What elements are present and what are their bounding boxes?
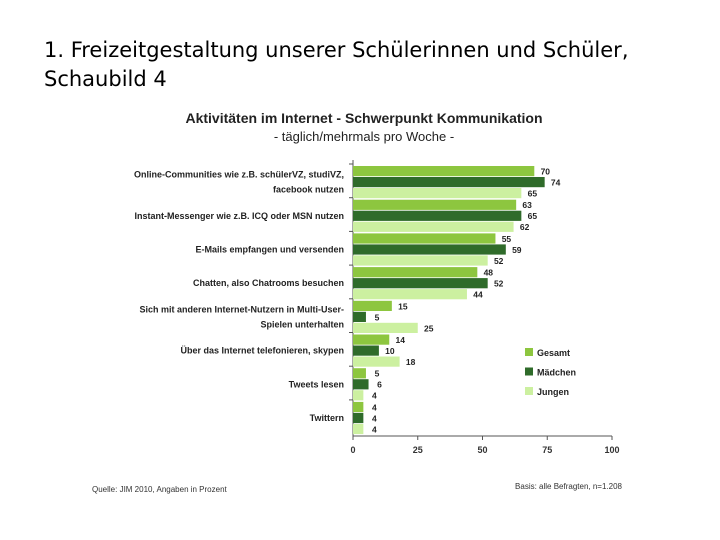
data-label: 74 — [551, 178, 561, 188]
data-label: 5 — [375, 312, 380, 322]
bar-gesamt — [353, 300, 392, 311]
category-label: Über das Internet telefonieren, skypen — [180, 346, 344, 356]
data-label: 5 — [375, 369, 380, 379]
data-label: 4 — [372, 413, 377, 423]
category-label: facebook nutzen — [273, 185, 344, 195]
bar-jungen — [353, 356, 400, 367]
bar-gesamt — [353, 233, 496, 244]
data-label: 6 — [377, 380, 382, 390]
data-label: 65 — [528, 211, 538, 221]
data-label: 15 — [398, 301, 408, 311]
x-tick-label: 0 — [350, 445, 355, 455]
category-label: Tweets lesen — [289, 379, 344, 389]
legend-swatch — [525, 367, 533, 376]
category-label: Sich mit anderen Internet-Nutzern in Mul… — [139, 304, 344, 314]
bar-mädchen — [353, 311, 366, 322]
category-label: Twittern — [310, 413, 344, 423]
bar-gesamt — [353, 166, 535, 177]
bar-gesamt — [353, 368, 366, 379]
chart-title: Aktivitäten im Internet - Schwerpunkt Ko… — [185, 110, 542, 126]
data-label: 10 — [385, 346, 395, 356]
bar-mädchen — [353, 244, 506, 255]
chart-subtitle: - täglich/mehrmals pro Woche - — [274, 129, 454, 144]
legend-swatch — [525, 387, 533, 395]
chart-basis: Basis: alle Befragten, n=1.208 — [515, 482, 623, 491]
data-label: 4 — [372, 391, 377, 401]
slide-title: 1. Freizeitgestaltung unserer Schülerinn… — [44, 36, 694, 94]
data-label: 55 — [502, 234, 512, 244]
category-label: Spielen unterhalten — [260, 319, 344, 329]
bar-mädchen — [353, 210, 522, 221]
bar-jungen — [353, 188, 522, 199]
legend-label: Gesamt — [537, 348, 570, 358]
bar-gesamt — [353, 199, 517, 210]
bar-gesamt — [353, 334, 390, 345]
plot-area: 0 25 50 75 100 Online-Communities wie z.B. sc… — [134, 160, 620, 455]
data-label: 48 — [484, 268, 494, 278]
data-label: 25 — [424, 323, 434, 333]
bar-gesamt — [353, 401, 364, 413]
bar-mädchen — [353, 278, 488, 289]
bar-jungen — [353, 322, 418, 333]
bar-mädchen — [353, 412, 364, 424]
data-label: 52 — [494, 279, 504, 289]
data-label: 4 — [372, 402, 377, 412]
bar-gesamt — [353, 267, 478, 278]
bar-mädchen — [353, 345, 379, 356]
data-label: 59 — [512, 245, 522, 255]
slide-title-line2: Schaubild 4 — [44, 67, 167, 91]
legend-label: Mädchen — [537, 368, 576, 378]
bar-mädchen — [353, 177, 545, 188]
category-label: Instant-Messenger wie z.B. ICQ oder MSN … — [134, 211, 344, 221]
data-label: 4 — [372, 424, 377, 434]
data-label: 52 — [494, 256, 504, 266]
data-label: 14 — [396, 335, 406, 345]
category-label: Online-Communities wie z.B. schülerVZ, s… — [134, 170, 344, 180]
slide-title-line1: 1. Freizeitgestaltung unserer Schülerinn… — [44, 38, 629, 62]
legend-swatch — [525, 348, 533, 356]
category-label: Chatten, also Chatrooms besuchen — [193, 278, 344, 288]
bar-jungen — [353, 390, 364, 401]
x-tick-label: 75 — [542, 445, 552, 455]
chart-source: Quelle: JIM 2010, Angaben in Prozent — [92, 485, 228, 494]
x-tick-label: 25 — [413, 445, 423, 455]
data-label: 18 — [406, 357, 416, 367]
data-label: 65 — [528, 189, 538, 199]
bar-jungen — [353, 255, 488, 266]
x-tick-label: 50 — [477, 445, 487, 455]
data-label: 62 — [520, 222, 530, 232]
x-tick-label: 100 — [604, 445, 619, 455]
bar-jungen — [353, 423, 364, 435]
category-label: E-Mails empfangen und versenden — [195, 245, 344, 255]
data-label: 63 — [522, 200, 532, 210]
bar-jungen — [353, 289, 467, 300]
legend-label: Jungen — [537, 387, 569, 397]
data-label: 70 — [541, 167, 551, 177]
bar-mädchen — [353, 379, 369, 390]
bar-jungen — [353, 221, 514, 232]
data-label: 44 — [473, 290, 483, 300]
